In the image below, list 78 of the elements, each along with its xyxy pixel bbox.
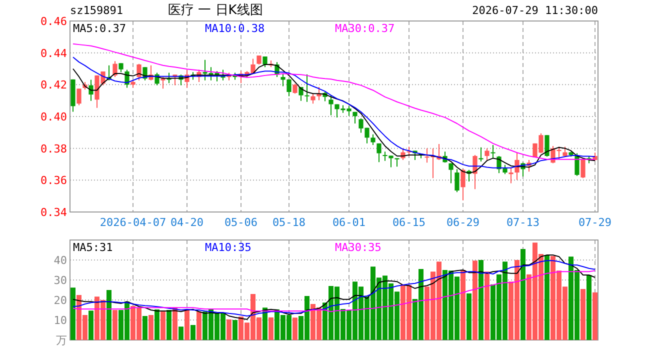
text: MA5:31: [73, 241, 113, 254]
y-tick-label: 0.40: [40, 110, 67, 124]
candlestick: [514, 152, 520, 180]
bar: [580, 289, 586, 340]
bar: [460, 270, 466, 340]
y-tick-label: 0.46: [40, 15, 67, 28]
candlestick: [88, 79, 94, 102]
bar: [592, 292, 598, 340]
y-tick-label: 10: [54, 314, 67, 327]
text: sz159891: [70, 4, 123, 17]
bar: [190, 325, 196, 340]
y-tick-label: 0.38: [40, 142, 67, 156]
bar: [166, 310, 172, 340]
chart-title: 医疗 一 日K线图: [168, 3, 263, 18]
candlestick: [316, 86, 322, 101]
candlestick: [304, 74, 310, 102]
bar: [520, 249, 526, 340]
text: 2026-07-29 11:30:00: [472, 4, 598, 17]
candlestick: [406, 146, 412, 156]
bar: [484, 272, 490, 340]
candlestick: [574, 152, 580, 176]
bar: [148, 315, 154, 340]
bar: [160, 312, 166, 340]
candlestick: [508, 167, 514, 184]
candlestick: [460, 168, 466, 201]
bar: [88, 310, 94, 340]
y-tick-label: 0.42: [40, 78, 67, 92]
candlestick: [454, 168, 460, 193]
candlestick: [136, 63, 142, 81]
bar: [466, 293, 472, 340]
candlestick: [292, 83, 298, 94]
bar: [70, 288, 76, 340]
candlestick: [478, 146, 484, 162]
text: MA30:35: [335, 241, 382, 254]
bar: [142, 316, 148, 340]
candlestick: [112, 60, 118, 78]
y-tick-label: 0.36: [40, 174, 67, 188]
bar: [178, 326, 184, 340]
bar: [478, 260, 484, 340]
candlestick: [376, 142, 382, 163]
bar: [226, 319, 232, 340]
text: MA10:35: [205, 241, 252, 254]
candlestick: [310, 93, 316, 104]
bar: [586, 275, 592, 340]
candlestick: [448, 162, 454, 184]
candlestick: [490, 144, 496, 159]
y-tick-label: 30: [54, 274, 67, 287]
text: MA30:0.37: [335, 22, 395, 35]
y-tick-label: 40: [54, 254, 67, 267]
bar: [268, 317, 274, 340]
bar: [292, 318, 298, 340]
candlestick: [544, 134, 550, 158]
text: MA5:0.37: [73, 22, 126, 35]
bar: [232, 320, 238, 340]
candlestick: [298, 86, 304, 102]
bar: [184, 310, 190, 340]
line-series: [72, 270, 596, 312]
y-tick-label: 20: [54, 294, 67, 307]
bar: [544, 255, 550, 340]
y-tick-label: 万: [56, 334, 67, 347]
y-tick-label: 0.44: [40, 46, 68, 60]
bar: [154, 309, 160, 340]
bar: [196, 312, 202, 340]
candlestick: [328, 94, 334, 116]
bar: [472, 260, 478, 340]
candlestick: [280, 73, 286, 87]
candlestick: [286, 78, 292, 97]
y-tick-label: 0.34: [40, 206, 68, 219]
candlestick: [76, 88, 82, 106]
candlestick: [472, 154, 478, 190]
text: MA10:0.38: [205, 22, 265, 35]
bar: [172, 307, 178, 340]
bar: [106, 290, 112, 340]
candlestick: [370, 134, 376, 146]
bar: [112, 310, 118, 340]
candlestick: [484, 148, 490, 160]
candlestick: [160, 76, 166, 90]
candlestick: [580, 158, 586, 179]
